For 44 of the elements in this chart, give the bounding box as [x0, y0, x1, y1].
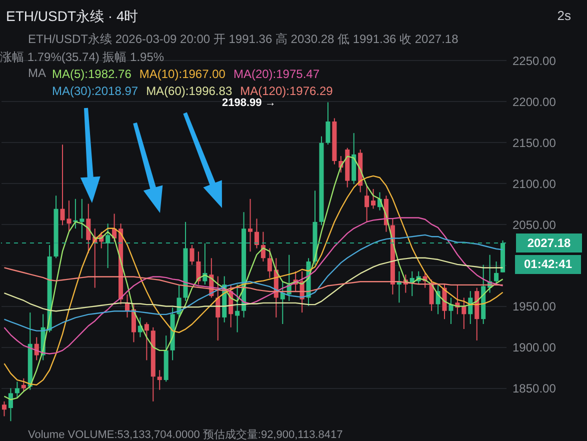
annotation: MA	[28, 66, 46, 80]
y-tick-label: 2200.00	[512, 94, 556, 109]
candlestick	[235, 284, 240, 333]
text: MA(30):2018.97	[52, 83, 138, 100]
text: MA(5):1982.76	[52, 66, 132, 83]
text: MA(120):1976.29	[240, 83, 333, 98]
chart-subtitle: ETH/USDT永续 2026-03-09 20:00 开 1991.36 高 2030.28 低 1991.36 收 2027.18	[28, 31, 458, 48]
candlestick	[86, 203, 91, 254]
candlestick	[326, 102, 330, 146]
candlestick	[371, 188, 376, 210]
candlestick	[8, 388, 13, 422]
annotation: 2198.99 →	[222, 97, 276, 109]
candlestick	[248, 198, 253, 252]
y-tick-label: 1900.00	[512, 340, 556, 355]
candlestick	[157, 370, 162, 390]
y-tick-label: 2100.00	[512, 176, 556, 191]
candlestick	[196, 251, 201, 286]
y-tick-label: 1850.00	[512, 382, 556, 396]
candlestick	[267, 248, 272, 278]
line-series	[4, 217, 504, 354]
candlestick	[190, 244, 194, 266]
text: MA(10):1967.00	[139, 66, 226, 83]
text: 2s	[557, 8, 571, 23]
candlestick	[2, 400, 7, 417]
candlestick	[144, 322, 149, 361]
chart-title: ETH/USDT永续 · 4时	[6, 8, 138, 26]
candlestick	[21, 378, 26, 392]
text: MA(60):1996.83	[146, 83, 232, 98]
annotation: 涨幅 1.79%(35.74) 振幅 1.95%	[0, 49, 164, 66]
candlestick	[494, 261, 499, 286]
candlestick	[14, 381, 20, 399]
text: 01:42:41	[515, 255, 581, 274]
y-tick-label: 1950.00	[512, 300, 556, 314]
y-tick-label: 2250.00	[512, 54, 556, 68]
candlestick	[106, 223, 110, 269]
candlestick	[80, 198, 84, 239]
y-tick-label: 2050.00	[512, 218, 556, 232]
y-tick-label: 2150.00	[512, 136, 556, 150]
ref-line-label: 2027.18	[527, 236, 572, 250]
candlestick	[364, 185, 370, 222]
candlestick	[254, 218, 260, 249]
candlestick	[138, 316, 142, 338]
text: Volume VOLUME:53,133,704.0000 预估成交量:92,900,113.8417	[28, 428, 343, 441]
text: MA(20):1975.47	[233, 66, 320, 83]
